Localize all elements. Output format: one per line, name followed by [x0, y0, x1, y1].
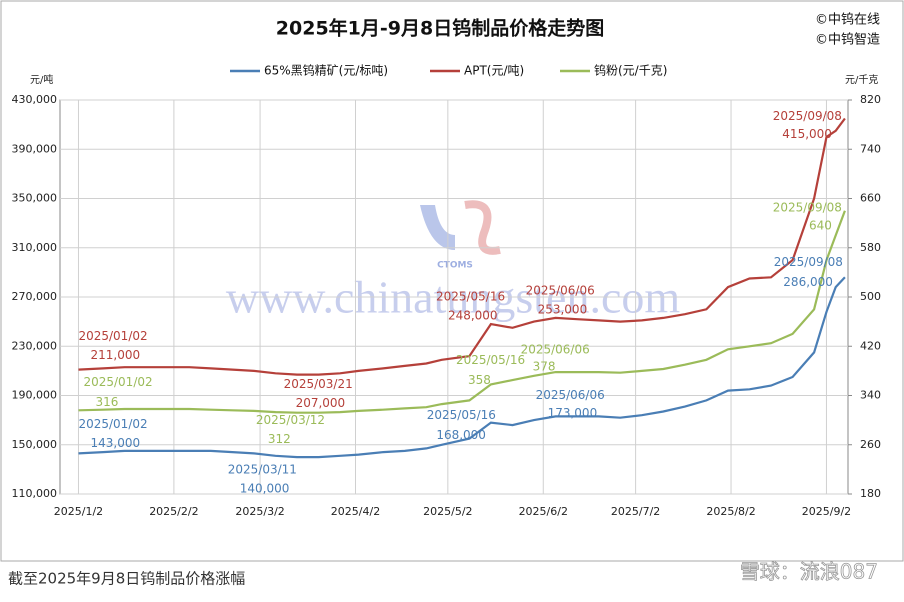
y2-tick-label: 180 — [860, 487, 881, 500]
x-tick-label: 2025/5/2 — [423, 505, 472, 518]
chart-title: 2025年1月-9月8日钨制品价格走势图 — [276, 17, 604, 40]
x-tick-label: 2025/3/2 — [235, 505, 284, 518]
annotation-date: 2025/01/02 — [78, 417, 147, 431]
legend-label: APT(元/吨) — [464, 64, 524, 78]
y2-tick-label: 260 — [860, 438, 881, 451]
y-tick-label: 310,000 — [12, 241, 58, 254]
x-tick-label: 2025/8/2 — [706, 505, 755, 518]
annotation-date: 2025/01/02 — [78, 329, 147, 343]
y-tick-label: 270,000 — [12, 290, 58, 303]
y-tick-label: 150,000 — [12, 438, 58, 451]
chart-frame — [0, 0, 904, 562]
x-tick-label: 2025/4/2 — [331, 505, 380, 518]
annotation-value: 358 — [468, 373, 491, 387]
annotation-date: 2025/05/16 — [427, 408, 496, 422]
annotation-value: 415,000 — [782, 127, 832, 141]
y2-tick-label: 580 — [860, 241, 881, 254]
brand: ©中钨在线 — [815, 12, 880, 28]
annotation-value: 207,000 — [296, 396, 346, 410]
annotation-value: 640 — [809, 218, 832, 232]
y-tick-label: 350,000 — [12, 192, 58, 205]
annotation-value: 312 — [268, 432, 291, 446]
x-tick-label: 2025/9/2 — [802, 505, 851, 518]
annotation-date: 2025/03/21 — [284, 377, 353, 391]
x-tick-label: 2025/6/2 — [519, 505, 568, 518]
annotation-value: 173,000 — [548, 406, 598, 420]
logo — [420, 200, 501, 255]
legend-label: 65%黑钨精矿(元/标吨) — [264, 63, 388, 78]
x-tick-label: 2025/1/2 — [54, 505, 103, 518]
brand: ©中钨智造 — [815, 32, 880, 48]
logo-shape — [420, 205, 455, 250]
y-axis-label: 元/吨 — [30, 73, 53, 86]
series-line — [78, 117, 846, 376]
annotation-value: 211,000 — [90, 348, 140, 362]
x-tick-label: 2025/7/2 — [611, 505, 660, 518]
annotation-date: 2025/03/12 — [256, 413, 325, 427]
annotation-date: 2025/03/11 — [228, 463, 297, 477]
annotation-value: 286,000 — [783, 275, 833, 289]
logo-shape — [464, 200, 501, 255]
y2-tick-label: 420 — [860, 339, 881, 352]
y2-tick-label: 500 — [860, 290, 881, 303]
annotation-value: 168,000 — [436, 428, 486, 442]
x-tick-label: 2025/2/2 — [149, 505, 198, 518]
annotation-value: 140,000 — [240, 482, 290, 496]
y-tick-label: 390,000 — [12, 142, 58, 155]
annotation-date: 2025/09/08 — [773, 109, 842, 123]
annotation-date: 2025/09/08 — [773, 200, 842, 214]
annotation-value: 143,000 — [90, 436, 140, 450]
annotation-value: 253,000 — [538, 302, 588, 316]
annotation-date: 2025/06/06 — [521, 343, 590, 357]
y-tick-label: 110,000 — [12, 487, 58, 500]
annotation-date: 2025/06/06 — [526, 283, 595, 297]
series-line — [78, 276, 846, 459]
y2-tick-label: 820 — [860, 93, 881, 106]
annotation-value: 378 — [533, 360, 556, 374]
annotation-date: 2025/06/06 — [536, 388, 605, 402]
y2-tick-label: 340 — [860, 389, 881, 402]
footer-watermark: 雪球：流浪087 — [740, 560, 878, 584]
y-tick-label: 190,000 — [12, 389, 58, 402]
annotation-value: 248,000 — [448, 309, 498, 323]
y-tick-label: 430,000 — [12, 93, 58, 106]
annotation-date: 2025/05/16 — [456, 353, 525, 367]
y2-tick-label: 740 — [860, 142, 881, 155]
annotation-date: 2025/09/08 — [774, 255, 843, 269]
series-line — [78, 210, 846, 414]
y2-axis-label: 元/千克 — [845, 74, 878, 86]
caption: 截至2025年9月8日钨制品价格涨幅 — [8, 570, 245, 588]
annotation-value: 316 — [95, 395, 118, 409]
annotation-date: 2025/01/02 — [83, 375, 152, 389]
legend-label: 钨粉(元/千克) — [594, 63, 667, 78]
y-tick-label: 230,000 — [12, 339, 58, 352]
annotation-date: 2025/05/16 — [436, 290, 505, 304]
logo-text: CTOMS — [437, 261, 473, 271]
y2-tick-label: 660 — [860, 192, 881, 205]
